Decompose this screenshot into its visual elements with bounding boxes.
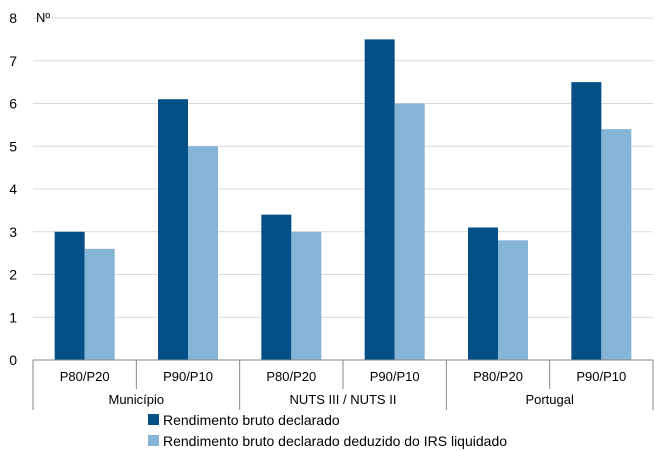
legend-item-series-1: Rendimento bruto declarado bbox=[148, 409, 507, 430]
y-tick-label: 1 bbox=[9, 309, 17, 325]
bar-1 bbox=[364, 39, 395, 360]
legend-swatch-series-2 bbox=[148, 435, 159, 446]
y-tick-label: 6 bbox=[9, 96, 17, 112]
bar-2 bbox=[84, 248, 115, 360]
y-tick-label: 7 bbox=[9, 53, 17, 69]
group-label: Município bbox=[109, 392, 165, 407]
group-label: NUTS III / NUTS II bbox=[290, 392, 397, 407]
bars bbox=[54, 39, 632, 360]
y-axis-unit-label: Nº bbox=[36, 10, 50, 25]
bar-1 bbox=[571, 82, 602, 360]
group-label: Portugal bbox=[525, 392, 574, 407]
y-tick-label: 3 bbox=[9, 224, 17, 240]
x-tick-label: P90/P10 bbox=[163, 369, 213, 384]
legend-label-series-2: Rendimento bruto declarado deduzido do I… bbox=[163, 432, 508, 449]
x-tick-label: P90/P10 bbox=[370, 369, 420, 384]
legend: Rendimento bruto declarado Rendimento br… bbox=[148, 409, 507, 451]
bar-chart: 0 1 2 3 4 5 6 7 8 Nº P80/P20 P90/P10 P80/P20 P90/P1… bbox=[9, 10, 654, 410]
y-tick-label: 4 bbox=[9, 181, 17, 197]
legend-label-series-1: Rendimento bruto declarado bbox=[163, 411, 340, 428]
gridlines bbox=[33, 17, 653, 318]
y-tick-label: 0 bbox=[9, 352, 17, 368]
bar-2 bbox=[601, 129, 632, 360]
bar-2 bbox=[188, 146, 218, 360]
bar-2 bbox=[291, 231, 322, 360]
x-tick-label: P80/P20 bbox=[60, 369, 110, 384]
bar-1 bbox=[261, 214, 292, 360]
y-axis-ticks: 0 1 2 3 4 5 6 7 8 bbox=[9, 10, 17, 368]
x-tick-label: P90/P10 bbox=[576, 369, 626, 384]
x-tick-label: P80/P20 bbox=[473, 369, 523, 384]
bar-1 bbox=[468, 227, 498, 360]
legend-swatch-series-1 bbox=[148, 414, 159, 425]
bar-2 bbox=[498, 240, 528, 360]
legend-item-series-2: Rendimento bruto declarado deduzido do I… bbox=[148, 430, 507, 451]
x-tick-label: P80/P20 bbox=[266, 369, 316, 384]
bar-2 bbox=[394, 103, 425, 360]
y-tick-label: 5 bbox=[9, 138, 17, 154]
bar-1 bbox=[158, 99, 188, 360]
y-tick-label: 8 bbox=[9, 10, 17, 26]
category-axis: P80/P20 P90/P10 P80/P20 P90/P10 P80/P20 P90/P… bbox=[32, 359, 654, 410]
bar-1 bbox=[54, 231, 85, 360]
y-tick-label: 2 bbox=[9, 267, 17, 283]
